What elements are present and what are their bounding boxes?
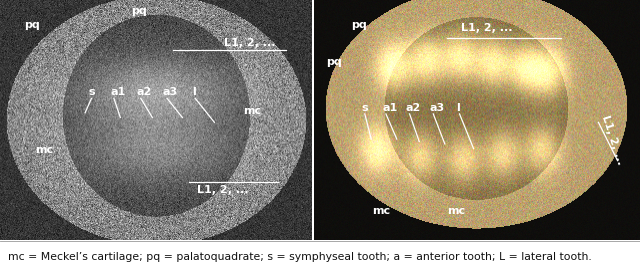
Text: mc: mc: [372, 206, 390, 216]
Text: pq: pq: [131, 6, 147, 16]
Text: a2: a2: [136, 87, 152, 97]
Text: l: l: [456, 103, 460, 113]
Text: a3: a3: [163, 87, 178, 97]
Text: mc: mc: [447, 206, 465, 216]
Text: pq: pq: [24, 20, 40, 30]
Text: pq: pq: [351, 20, 367, 30]
Text: L1, 2, ...: L1, 2, ...: [600, 114, 626, 166]
Text: a1: a1: [382, 103, 397, 113]
Text: mc: mc: [35, 145, 53, 155]
Text: mc: mc: [243, 106, 261, 116]
Text: a3: a3: [429, 103, 445, 113]
Text: mc = Meckel’s cartilage; pq = palatoquadrate; s = symphyseal tooth; a = anterior: mc = Meckel’s cartilage; pq = palatoquad…: [8, 252, 591, 262]
Text: L1, 2, ...: L1, 2, ...: [197, 185, 248, 195]
Text: a2: a2: [406, 103, 421, 113]
Text: s: s: [362, 103, 368, 113]
Text: pq: pq: [326, 57, 342, 67]
Text: L1, 2, ...: L1, 2, ...: [461, 23, 512, 33]
Text: a1: a1: [110, 87, 125, 97]
Text: s: s: [88, 87, 95, 97]
Text: L1, 2, ...: L1, 2, ...: [224, 38, 275, 48]
Text: l: l: [192, 87, 196, 97]
